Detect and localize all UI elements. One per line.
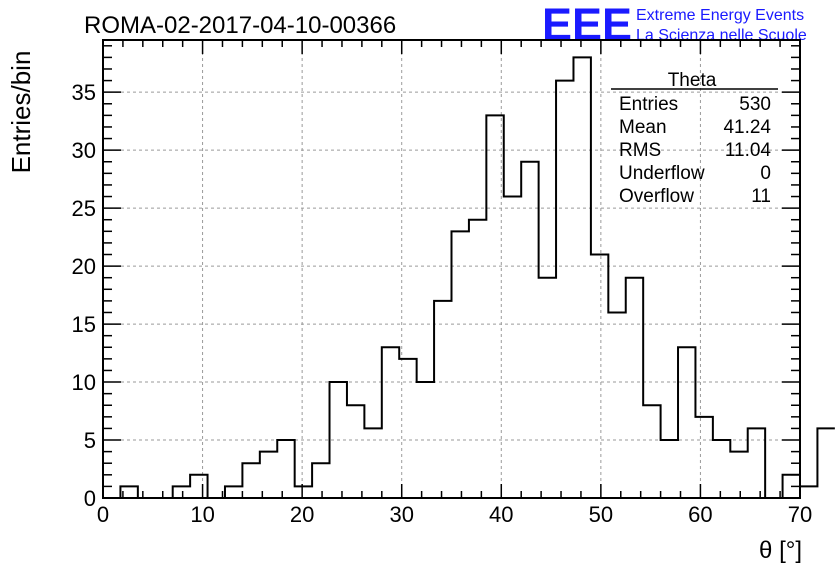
x-tick-label: 70 — [788, 502, 812, 527]
stats-label: Entries — [619, 94, 678, 115]
histogram-outline — [103, 56, 835, 499]
y-tick-label: 5 — [84, 428, 96, 453]
y-tick-label: 30 — [72, 138, 96, 163]
y-tick-label: 35 — [72, 80, 96, 105]
x-tick-label: 50 — [589, 502, 613, 527]
logo-line-1: Extreme Energy Events — [636, 7, 804, 24]
stats-label: RMS — [619, 140, 661, 161]
x-tick-label: 30 — [389, 502, 413, 527]
stats-value: 41.24 — [723, 117, 771, 138]
x-tick-labels: 0 10 20 30 40 50 60 70 — [97, 502, 812, 527]
chart-title: ROMA-02-2017-04-10-00366 — [84, 12, 396, 39]
x-axis-label: θ [°] — [759, 537, 802, 564]
x-tick-label: 10 — [190, 502, 214, 527]
y-tick-label: 0 — [84, 486, 96, 511]
y-tick-label: 25 — [72, 196, 96, 221]
y-tick-label: 10 — [72, 370, 96, 395]
stats-value: 11 — [751, 186, 771, 207]
logo-line-2: La Scienza nelle Scuole — [636, 27, 807, 44]
stats-rows: Entries 530 Mean 41.24 RMS 11.04 Underflow 0 Ove… — [619, 94, 771, 207]
x-tick-label: 60 — [688, 502, 712, 527]
x-tick-label: 0 — [97, 502, 109, 527]
x-tick-label: 20 — [290, 502, 314, 527]
x-tick-label: 40 — [489, 502, 513, 527]
y-axis-label: Entries/bin — [6, 51, 36, 174]
eee-logo-text: EEE — [542, 0, 632, 50]
y-tick-label: 20 — [72, 254, 96, 279]
stats-label: Underflow — [619, 163, 705, 184]
stats-title: Theta — [668, 70, 717, 91]
stats-label: Overflow — [619, 186, 694, 207]
stats-box: Theta Entries 530 Mean 41.24 RMS 11.04 Underfl… — [611, 70, 778, 207]
stats-label: Mean — [619, 117, 667, 138]
y-tick-label: 15 — [72, 312, 96, 337]
y-tick-labels: 0 5 10 15 20 25 30 35 — [72, 80, 96, 511]
axis-ticks — [102, 40, 801, 499]
stats-value: 0 — [760, 163, 771, 184]
stats-value: 530 — [739, 94, 771, 115]
plot-frame — [102, 39, 801, 499]
stats-value: 11.04 — [725, 140, 772, 161]
